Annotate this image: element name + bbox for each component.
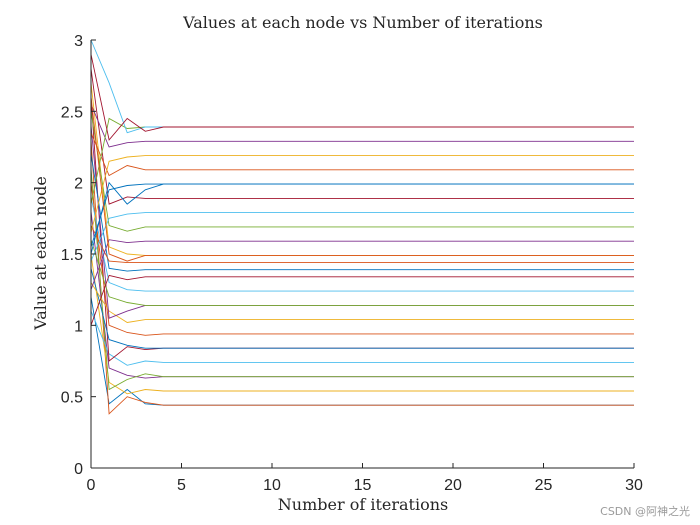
series-line-node-12 (90, 239, 634, 306)
series-line-node-1 (90, 296, 634, 406)
series-line-node-15 (90, 154, 634, 272)
watermark: CSDN @阿神之光 (600, 505, 690, 518)
series-line-node-6 (90, 310, 634, 366)
series-line-node-10 (90, 282, 634, 323)
series-line-node-3 (90, 253, 634, 395)
y-tick-label: 2 (74, 176, 83, 193)
y-tick-label: 0.5 (61, 390, 83, 407)
x-tick-label: 20 (444, 477, 462, 494)
series-line-node-2 (90, 139, 634, 415)
y-tick-label: 2.5 (61, 104, 83, 121)
x-tick-label: 30 (625, 477, 643, 494)
series-line-node-18 (90, 239, 634, 290)
series-line-node-22 (90, 183, 634, 248)
series-line-node-16 (90, 225, 634, 264)
series-layer (90, 39, 634, 415)
y-tick-label: 3 (74, 33, 83, 50)
series-line-node-14 (90, 274, 634, 326)
x-tick-label: 25 (535, 477, 553, 494)
y-axis-label: Value at each node (31, 176, 50, 331)
series-line-node-25 (90, 104, 634, 148)
series-line-node-9 (90, 182, 634, 336)
series-line-node-26 (90, 117, 634, 205)
series-line-node-17 (90, 82, 634, 256)
series-line-node-4 (90, 211, 634, 379)
series-line-node-8 (90, 268, 634, 349)
series-line-node-28 (90, 54, 634, 141)
series-line-node-24 (90, 155, 634, 233)
axes-layer: 0 5 10 15 20 25 30 0 0.5 1 1.5 2 2.5 3 (61, 33, 643, 494)
series-line-node-20 (90, 212, 634, 262)
y-tick-label: 1 (74, 318, 83, 335)
series-line-node-11 (90, 125, 634, 319)
x-axis-label: Number of iterations (278, 495, 448, 514)
x-tick-label: 15 (354, 477, 372, 494)
series-line-node-5 (90, 168, 634, 391)
chart-title: Values at each node vs Number of iterati… (182, 13, 543, 32)
series-line-node-30 (90, 97, 634, 262)
x-tick-label: 5 (177, 477, 186, 494)
y-tick-label: 0 (74, 461, 83, 478)
series-line-node-21 (90, 68, 634, 205)
series-line-node-23 (90, 132, 634, 177)
y-tick-label: 1.5 (61, 247, 83, 264)
series-line-node-13 (90, 196, 634, 292)
series-line-node-29 (90, 181, 634, 255)
series-line-node-7 (90, 97, 634, 362)
x-tick-label: 0 (87, 477, 96, 494)
series-line-node-27 (90, 39, 634, 134)
x-tick-label: 10 (263, 477, 281, 494)
series-line-node-19 (90, 111, 634, 232)
